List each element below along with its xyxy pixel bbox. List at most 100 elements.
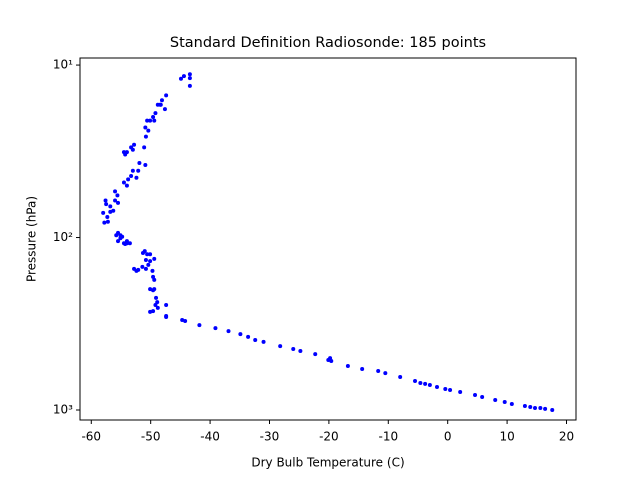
point xyxy=(143,134,148,139)
x-tick-label: -60 xyxy=(81,430,101,444)
point xyxy=(423,381,428,386)
point xyxy=(418,380,423,385)
point xyxy=(550,407,555,412)
plot-frame xyxy=(79,57,577,421)
x-tick-label: 20 xyxy=(559,430,574,444)
point xyxy=(134,175,139,180)
point xyxy=(143,125,148,130)
point xyxy=(116,239,121,244)
point xyxy=(435,385,440,390)
y-tick-label: 10¹ xyxy=(53,58,73,72)
point xyxy=(533,405,538,410)
point xyxy=(261,339,266,344)
point xyxy=(164,302,169,307)
point xyxy=(113,198,118,203)
point xyxy=(142,249,147,254)
point xyxy=(509,401,514,406)
x-tick-label: -40 xyxy=(200,430,220,444)
point xyxy=(154,295,159,300)
point xyxy=(129,174,134,179)
point xyxy=(155,300,160,305)
point xyxy=(126,177,131,182)
point xyxy=(473,393,478,398)
point xyxy=(164,93,169,98)
y-tick-label: 10³ xyxy=(53,402,73,416)
x-tick-label: -50 xyxy=(141,430,161,444)
x-tick-label: 0 xyxy=(444,430,452,444)
point xyxy=(145,252,150,257)
point xyxy=(383,371,388,376)
point xyxy=(187,83,192,88)
point xyxy=(137,161,142,166)
x-tick-label: -30 xyxy=(260,430,280,444)
point xyxy=(159,98,164,103)
point xyxy=(108,204,113,209)
point xyxy=(328,356,333,361)
point xyxy=(443,386,448,391)
point xyxy=(127,241,132,246)
point xyxy=(143,266,148,271)
point xyxy=(143,163,148,168)
point xyxy=(148,259,153,264)
point xyxy=(146,262,151,267)
point xyxy=(213,326,218,331)
point xyxy=(121,150,126,155)
point xyxy=(103,198,108,203)
point xyxy=(132,266,137,271)
point xyxy=(502,400,507,405)
point xyxy=(187,72,192,77)
point xyxy=(148,252,153,257)
y-tick-label: 10² xyxy=(53,230,73,244)
point xyxy=(152,277,157,282)
point xyxy=(130,147,135,152)
point xyxy=(180,318,185,323)
point xyxy=(143,258,148,263)
point xyxy=(493,397,498,402)
x-tick-label: 10 xyxy=(499,430,514,444)
point xyxy=(151,114,156,119)
point xyxy=(124,183,129,188)
point xyxy=(148,287,153,292)
chart-title: Standard Definition Radiosonde: 185 poin… xyxy=(170,35,486,51)
point xyxy=(151,274,156,279)
point xyxy=(132,142,137,147)
point xyxy=(345,364,350,369)
point xyxy=(152,118,157,123)
point xyxy=(116,200,121,205)
point xyxy=(427,382,432,387)
point xyxy=(164,313,169,318)
point xyxy=(291,347,296,352)
point xyxy=(145,118,150,123)
point xyxy=(148,118,153,123)
point xyxy=(162,107,167,112)
point xyxy=(226,329,231,334)
point xyxy=(413,378,418,383)
point xyxy=(543,406,548,411)
point xyxy=(115,193,120,198)
point xyxy=(360,367,365,372)
point xyxy=(152,256,157,261)
point xyxy=(181,74,186,79)
point xyxy=(246,334,251,339)
point xyxy=(101,210,106,215)
point xyxy=(130,168,135,173)
point xyxy=(298,349,303,354)
point xyxy=(153,111,158,116)
point xyxy=(480,395,485,400)
point xyxy=(146,128,151,133)
x-tick-label: -20 xyxy=(319,430,339,444)
point xyxy=(105,214,110,219)
point xyxy=(528,405,533,410)
x-tick-label: -10 xyxy=(378,430,398,444)
point xyxy=(118,236,123,241)
x-axis-label: Dry Bulb Temperature (C) xyxy=(251,456,404,470)
point xyxy=(522,403,527,408)
point xyxy=(178,76,183,81)
point xyxy=(376,368,381,373)
point xyxy=(187,76,192,81)
point xyxy=(116,230,121,235)
point xyxy=(313,352,318,357)
point xyxy=(158,102,163,107)
